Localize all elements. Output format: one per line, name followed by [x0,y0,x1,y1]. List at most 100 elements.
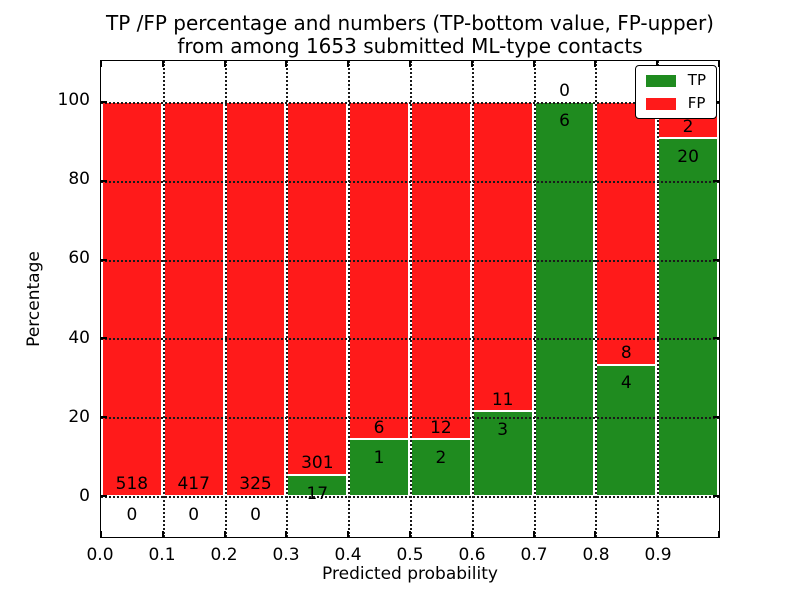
tp-count-label: 4 [620,373,632,394]
y-tick-label: 20 [68,406,90,427]
fp-count-label: 325 [239,474,272,495]
x-tick-label: 0.4 [334,545,362,565]
x-tick-mark-bottom [656,531,659,537]
bar-segment-tp [596,364,657,496]
tp-count-label: 17 [306,483,329,504]
chart-title-line2: from among 1653 submitted ML-type contac… [177,34,643,58]
fp-count-label: 0 [559,80,570,101]
y-tick-mark-left [101,101,107,104]
tp-count-label: 0 [188,504,200,525]
x-gridline [471,61,474,537]
x-tick-mark-bottom [347,531,350,537]
y-tick-mark-left [101,337,107,340]
fp-count-label: 11 [491,389,514,410]
x-tick-label: 0.9 [644,545,672,565]
y-tick-label: 100 [57,90,90,111]
bar-segment-fp [596,102,657,365]
x-tick-mark-top [718,61,720,67]
x-tick-mark-bottom [285,531,288,537]
x-gridline [533,61,536,537]
y-gridline [101,417,719,420]
bar-segment-tp [411,439,471,496]
y-tick-mark-right [713,416,719,419]
x-tick-mark-top [594,61,597,67]
x-tick-mark-top [532,61,535,67]
x-tick-mark-bottom [470,531,473,537]
fp-count-label: 8 [620,343,632,364]
y-tick-mark-right [713,337,719,340]
x-tick-label: 0.8 [582,545,610,565]
y-tick-mark-left [101,179,107,182]
bar-segment-tp [534,102,595,496]
y-gridline [101,495,719,498]
x-tick-mark-top [409,61,411,67]
y-tick-mark-left [101,494,107,497]
x-axis-label: Predicted probability [322,564,498,584]
x-tick-label: 0.6 [458,545,486,565]
x-gridline [348,61,351,537]
x-tick-mark-bottom [409,531,411,537]
fp-count-label: 2 [682,116,694,137]
legend-label: FP [687,94,706,112]
x-gridline [410,61,412,537]
x-tick-mark-bottom [223,531,226,537]
x-tick-mark-top [223,61,226,67]
tp-count-label: 2 [435,448,447,469]
x-tick-mark-top [161,61,164,67]
y-tick-label: 80 [68,169,90,190]
x-tick-mark-bottom [532,531,535,537]
x-gridline [224,61,227,537]
x-tick-mark-top [347,61,350,67]
plot-area: 518 0 417 0 325 0 301 17 6 1 12 2 11 3 0 6 8 4 2 20 TP FP [100,60,720,538]
y-gridline [101,180,719,183]
tp-count-label: 0 [126,504,138,525]
y-tick-mark-left [101,258,107,261]
x-gridline [286,61,289,537]
x-tick-label: 0.1 [148,545,176,565]
y-gridline [101,338,719,341]
x-tick-mark-top [656,61,659,67]
x-gridline [595,61,598,537]
bar-segment-fp [102,102,162,496]
x-gridline [162,61,165,537]
y-tick-label: 60 [68,248,90,269]
tp-count-label: 6 [559,111,570,132]
legend-box: TP FP [634,65,717,119]
tp-count-label: 3 [497,420,509,441]
x-tick-mark-bottom [594,531,597,537]
x-tick-label: 0.5 [396,545,424,565]
y-gridline [101,102,719,105]
legend-row: TP [645,73,706,88]
legend-row: FP [645,94,706,112]
bar-segment-fp [411,102,471,440]
x-tick-mark-bottom [718,531,720,537]
y-gridline [101,259,719,262]
x-tick-mark-bottom [100,531,102,537]
y-tick-label: 0 [79,485,90,506]
y-tick-mark-right [713,258,719,261]
x-tick-mark-top [100,61,102,67]
bar-segment-fp [225,102,286,496]
tp-count-label: 1 [373,448,385,469]
fp-count-label: 301 [301,453,334,474]
x-tick-label: 0.0 [86,545,114,565]
bar-segment-tp [658,138,718,496]
fp-legend-swatch [645,97,676,110]
bar-segment-tp [472,411,533,496]
x-tick-label: 0.2 [210,545,238,565]
x-tick-mark-bottom [161,531,164,537]
bar-segment-fp [472,102,533,412]
fp-count-label: 12 [430,418,452,439]
x-tick-mark-top [470,61,473,67]
x-gridline [657,61,660,537]
y-tick-mark-right [713,494,719,497]
x-tick-label: 0.7 [520,545,548,565]
fp-count-label: 417 [177,474,210,495]
fp-count-label: 6 [373,418,385,439]
tp-count-label: 0 [250,504,261,525]
bar-segment-fp [349,102,409,440]
bar-segment-fp [163,102,224,496]
tp-legend-swatch [645,74,676,87]
chart-title-line1: TP /FP percentage and numbers (TP-bottom… [106,11,714,35]
